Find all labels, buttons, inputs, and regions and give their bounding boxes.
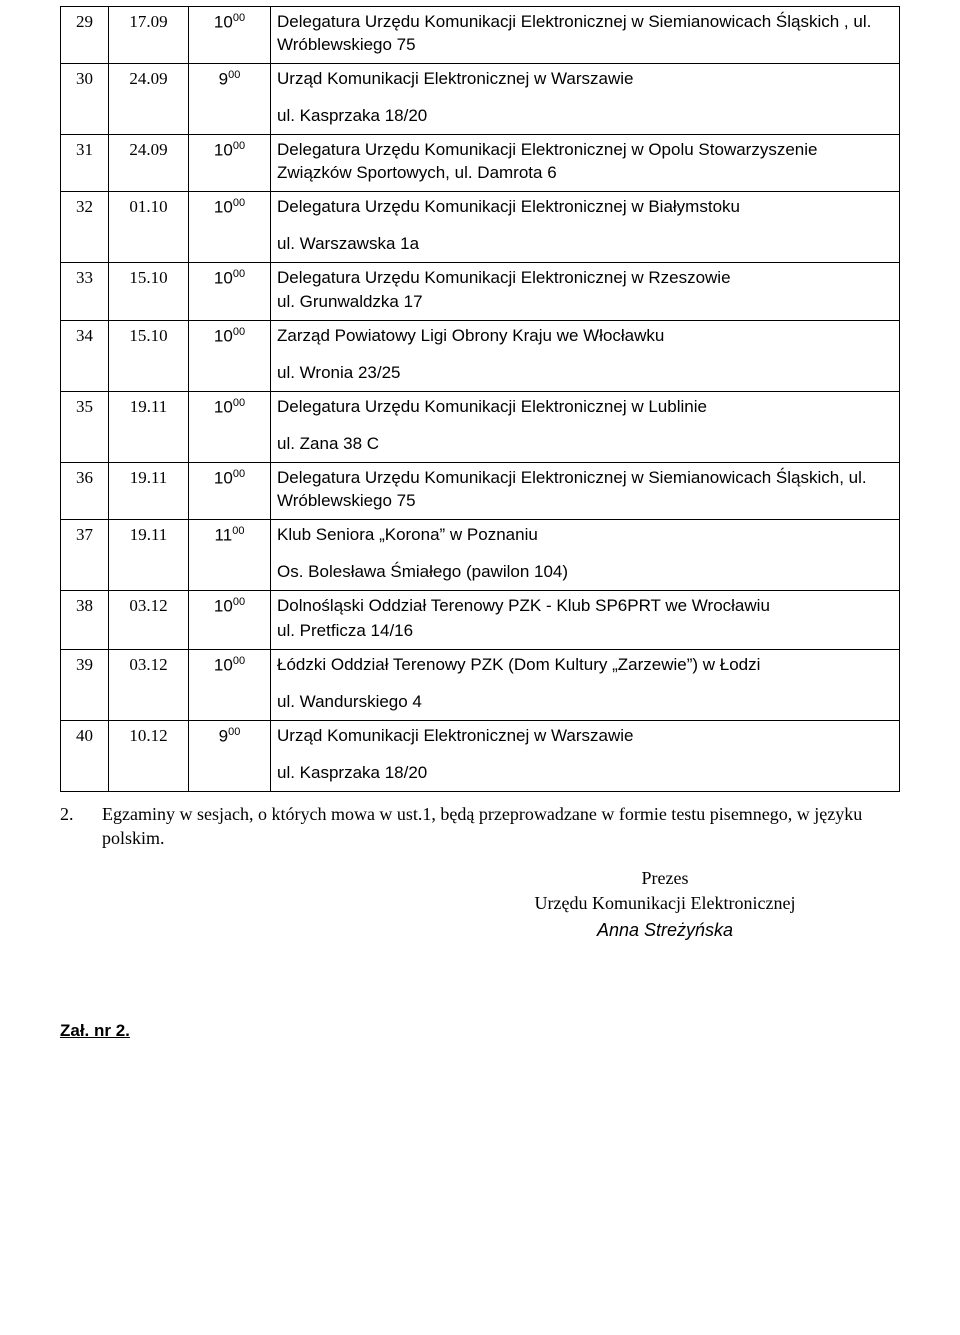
schedule-table-body: 2917.091000Delegatura Urzędu Komunikacji…	[61, 7, 900, 792]
row-number: 31	[61, 134, 109, 191]
description-line: Os. Bolesława Śmiałego (pawilon 104)	[277, 561, 893, 584]
description-line: ul. Warszawska 1a	[277, 233, 893, 256]
table-row: 3719.111100Klub Seniora „Korona” w Pozna…	[61, 520, 900, 591]
row-date: 19.11	[109, 463, 189, 520]
row-date: 19.11	[109, 392, 189, 463]
row-date: 24.09	[109, 63, 189, 134]
row-description: Delegatura Urzędu Komunikacji Elektronic…	[271, 7, 900, 64]
row-date: 17.09	[109, 7, 189, 64]
row-date: 03.12	[109, 590, 189, 649]
description-line: Klub Seniora „Korona” w Poznaniu	[277, 524, 893, 547]
row-time: 900	[189, 720, 271, 791]
row-description: Delegatura Urzędu Komunikacji Elektronic…	[271, 262, 900, 321]
description-line: Delegatura Urzędu Komunikacji Elektronic…	[277, 267, 893, 290]
description-line: Delegatura Urzędu Komunikacji Elektronic…	[277, 196, 893, 219]
row-description: Urząd Komunikacji Elektronicznej w Warsz…	[271, 63, 900, 134]
table-row: 3315.101000 Delegatura Urzędu Komunikacji…	[61, 262, 900, 321]
row-time: 1100	[189, 520, 271, 591]
row-time: 1000	[189, 262, 271, 321]
description-line: Zarząd Powiatowy Ligi Obrony Kraju we Wł…	[277, 325, 893, 348]
row-description: Urząd Komunikacji Elektronicznej w Warsz…	[271, 720, 900, 791]
description-line: Delegatura Urzędu Komunikacji Elektronic…	[277, 139, 893, 185]
footnote: 2. Egzaminy w sesjach, o których mowa w …	[60, 802, 900, 851]
row-time: 1000	[189, 463, 271, 520]
row-description: Delegatura Urzędu Komunikacji Elektronic…	[271, 134, 900, 191]
description-line: Dolnośląski Oddział Terenowy PZK - Klub …	[277, 595, 893, 618]
row-date: 15.10	[109, 321, 189, 392]
description-line: ul. Grunwaldzka 17	[277, 291, 893, 314]
description-line: Delegatura Urzędu Komunikacji Elektronic…	[277, 467, 893, 513]
row-description: Dolnośląski Oddział Terenowy PZK - Klub …	[271, 590, 900, 649]
row-number: 35	[61, 392, 109, 463]
row-number: 40	[61, 720, 109, 791]
signature-org: Urzędu Komunikacji Elektronicznej	[430, 893, 900, 914]
row-time: 1000	[189, 321, 271, 392]
description-line: Delegatura Urzędu Komunikacji Elektronic…	[277, 396, 893, 419]
description-line: Delegatura Urzędu Komunikacji Elektronic…	[277, 11, 893, 57]
row-date: 01.10	[109, 191, 189, 262]
description-line: ul. Wandurskiego 4	[277, 691, 893, 714]
row-number: 37	[61, 520, 109, 591]
description-line: Urząd Komunikacji Elektronicznej w Warsz…	[277, 725, 893, 748]
row-time: 900	[189, 63, 271, 134]
description-line: ul. Pretficza 14/16	[277, 620, 893, 643]
table-row: 2917.091000Delegatura Urzędu Komunikacji…	[61, 7, 900, 64]
description-line: Urząd Komunikacji Elektronicznej w Warsz…	[277, 68, 893, 91]
table-row: 3415.101000 Zarząd Powiatowy Ligi Obrony …	[61, 321, 900, 392]
row-description: Zarząd Powiatowy Ligi Obrony Kraju we Wł…	[271, 321, 900, 392]
signature-title: Prezes	[430, 868, 900, 889]
footnote-number: 2.	[60, 802, 102, 851]
table-row: 3803.121000 Dolnośląski Oddział Terenowy …	[61, 590, 900, 649]
row-date: 15.10	[109, 262, 189, 321]
row-time: 1000	[189, 134, 271, 191]
row-number: 34	[61, 321, 109, 392]
row-number: 38	[61, 590, 109, 649]
row-number: 39	[61, 649, 109, 720]
description-line: ul. Kasprzaka 18/20	[277, 105, 893, 128]
attachment-label: Zał. nr 2.	[60, 1021, 900, 1041]
description-line: Łódzki Oddział Terenowy PZK (Dom Kultury…	[277, 654, 893, 677]
row-date: 10.12	[109, 720, 189, 791]
description-line: ul. Kasprzaka 18/20	[277, 762, 893, 785]
row-date: 19.11	[109, 520, 189, 591]
row-time: 1000	[189, 392, 271, 463]
row-number: 29	[61, 7, 109, 64]
description-line: ul. Zana 38 C	[277, 433, 893, 456]
row-description: Delegatura Urzędu Komunikacji Elektronic…	[271, 392, 900, 463]
table-row: 3519.111000 Delegatura Urzędu Komunikacji…	[61, 392, 900, 463]
row-description: Delegatura Urzędu Komunikacji Elektronic…	[271, 463, 900, 520]
row-number: 33	[61, 262, 109, 321]
row-time: 1000	[189, 7, 271, 64]
signature-name: Anna Streżyńska	[430, 920, 900, 941]
row-date: 24.09	[109, 134, 189, 191]
document-page: 2917.091000Delegatura Urzędu Komunikacji…	[0, 0, 960, 1081]
table-row: 3201.101000 Delegatura Urzędu Komunikacji…	[61, 191, 900, 262]
table-row: 3124.091000Delegatura Urzędu Komunikacji…	[61, 134, 900, 191]
row-description: Delegatura Urzędu Komunikacji Elektronic…	[271, 191, 900, 262]
table-row: 4010.12900 Urząd Komunikacji Elektroniczn…	[61, 720, 900, 791]
row-time: 1000	[189, 191, 271, 262]
row-date: 03.12	[109, 649, 189, 720]
row-time: 1000	[189, 590, 271, 649]
row-number: 30	[61, 63, 109, 134]
row-number: 32	[61, 191, 109, 262]
footnote-text: Egzaminy w sesjach, o których mowa w ust…	[102, 802, 900, 851]
schedule-table: 2917.091000Delegatura Urzędu Komunikacji…	[60, 6, 900, 792]
row-number: 36	[61, 463, 109, 520]
table-row: 3619.111000Delegatura Urzędu Komunikacji…	[61, 463, 900, 520]
table-row: 3024.09900 Urząd Komunikacji Elektroniczn…	[61, 63, 900, 134]
row-description: Klub Seniora „Korona” w Poznaniu Os. Bole…	[271, 520, 900, 591]
row-time: 1000	[189, 649, 271, 720]
description-line: ul. Wronia 23/25	[277, 362, 893, 385]
table-row: 3903.121000 Łódzki Oddział Terenowy PZK (…	[61, 649, 900, 720]
signature-block: Prezes Urzędu Komunikacji Elektronicznej…	[60, 868, 900, 941]
row-description: Łódzki Oddział Terenowy PZK (Dom Kultury…	[271, 649, 900, 720]
